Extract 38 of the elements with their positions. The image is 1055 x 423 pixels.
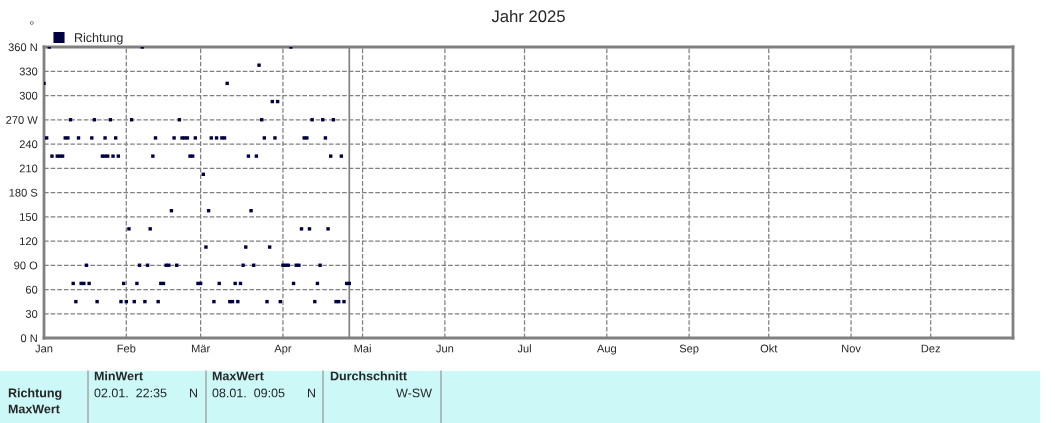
y-tick-label: 0 N: [20, 334, 37, 343]
text: 08.01. 09:05: [212, 388, 285, 398]
x-tick-label: Feb: [117, 344, 136, 353]
text: N: [190, 388, 197, 398]
y-tick-label: 330: [19, 67, 38, 76]
text: 02.01. 22:35: [94, 388, 167, 398]
x-tick-label: Jun: [436, 344, 454, 353]
y-tick-label: 300: [19, 91, 38, 100]
x-tick-label: Dez: [921, 344, 941, 353]
x-tick-label: Mär: [191, 344, 211, 353]
x-tick-label: Nov: [842, 344, 861, 353]
x-tick-label: Okt: [760, 344, 778, 353]
y-tick-label: 60: [25, 285, 38, 294]
y-tick-label: 150: [20, 213, 38, 221]
text: N: [308, 388, 315, 398]
text: Richtung: [8, 388, 62, 400]
text: W-SW: [396, 388, 432, 398]
x-tick-label: Jan: [35, 344, 53, 353]
y-tick-label: 360 N: [8, 43, 37, 52]
x-tick-label: Apr: [274, 344, 292, 355]
x-tick-label: Sep: [679, 344, 699, 355]
y-tick-label: 270 W: [6, 116, 38, 124]
y-tick-label: 180 S: [9, 188, 38, 197]
y-tick-label: 90 O: [14, 261, 38, 270]
x-tick-label: Mai: [354, 344, 371, 353]
text: MinWert: [94, 371, 143, 381]
x-tick-label: Aug: [596, 344, 616, 355]
y-tick-label: 240: [19, 140, 38, 149]
text: Durchschnitt: [330, 371, 407, 381]
y-tick-label: 120: [20, 237, 38, 246]
chart-title: Jahr 2025: [491, 9, 565, 23]
x-tick-label: Jul: [517, 344, 531, 353]
text: MaxWert: [212, 371, 264, 381]
text: MaxWert: [8, 404, 60, 414]
y-tick-label: 30: [25, 310, 38, 318]
y-axis-title: °: [30, 21, 34, 25]
legend-label: Richtung: [75, 32, 123, 45]
y-tick-label: 210: [19, 164, 38, 173]
